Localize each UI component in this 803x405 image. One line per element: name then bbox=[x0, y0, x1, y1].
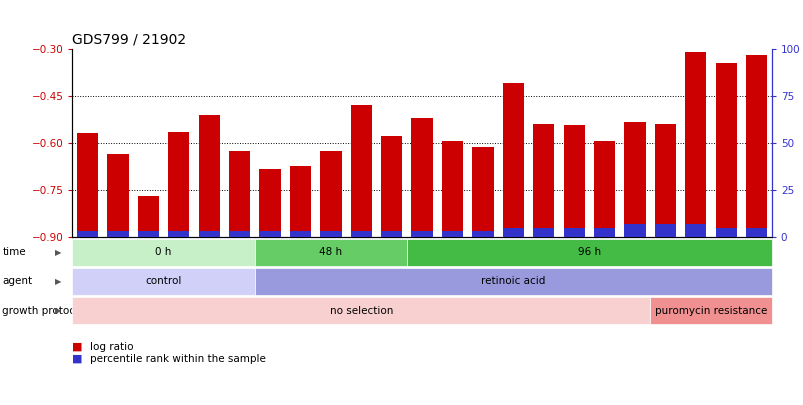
Bar bbox=[108, 154, 128, 237]
Bar bbox=[198, 231, 219, 237]
Bar bbox=[654, 224, 675, 237]
Bar bbox=[442, 141, 463, 237]
Bar bbox=[350, 231, 372, 237]
Bar bbox=[168, 132, 190, 237]
Bar bbox=[563, 228, 584, 237]
Text: ▶: ▶ bbox=[55, 248, 61, 257]
Bar bbox=[320, 231, 341, 237]
Bar bbox=[77, 133, 98, 237]
Text: agent: agent bbox=[2, 277, 32, 286]
Text: ▶: ▶ bbox=[55, 277, 61, 286]
Bar bbox=[77, 231, 98, 237]
Bar bbox=[471, 231, 493, 237]
Text: ■: ■ bbox=[72, 342, 83, 352]
Text: 48 h: 48 h bbox=[319, 247, 342, 257]
Bar bbox=[411, 118, 432, 237]
Bar bbox=[502, 228, 524, 237]
Bar bbox=[563, 126, 584, 237]
Bar bbox=[684, 52, 706, 237]
Bar bbox=[137, 231, 159, 237]
Text: time: time bbox=[2, 247, 26, 257]
Bar bbox=[168, 231, 190, 237]
Bar bbox=[229, 151, 250, 237]
Bar bbox=[502, 83, 524, 237]
Bar bbox=[593, 141, 614, 237]
Text: ▶: ▶ bbox=[55, 306, 61, 315]
Bar bbox=[532, 124, 554, 237]
Bar bbox=[715, 63, 736, 237]
Bar bbox=[350, 105, 372, 237]
Bar bbox=[289, 166, 311, 237]
Bar bbox=[320, 151, 341, 237]
Text: log ratio: log ratio bbox=[90, 342, 133, 352]
Bar bbox=[381, 231, 402, 237]
Bar bbox=[381, 136, 402, 237]
Text: control: control bbox=[145, 277, 181, 286]
Text: puromycin resistance: puromycin resistance bbox=[654, 306, 766, 315]
Bar bbox=[684, 224, 706, 237]
Bar bbox=[108, 231, 128, 237]
Bar bbox=[442, 231, 463, 237]
Bar bbox=[259, 231, 280, 237]
Text: growth protocol: growth protocol bbox=[2, 306, 84, 315]
Text: percentile rank within the sample: percentile rank within the sample bbox=[90, 354, 266, 364]
Bar bbox=[259, 169, 280, 237]
Bar bbox=[289, 231, 311, 237]
Bar bbox=[229, 231, 250, 237]
Bar bbox=[411, 231, 432, 237]
Bar bbox=[654, 124, 675, 237]
Bar bbox=[624, 224, 645, 237]
Bar bbox=[745, 55, 766, 237]
Bar bbox=[745, 228, 766, 237]
Text: 0 h: 0 h bbox=[155, 247, 172, 257]
Bar bbox=[471, 147, 493, 237]
Bar bbox=[715, 228, 736, 237]
Text: 96 h: 96 h bbox=[577, 247, 600, 257]
Bar bbox=[593, 228, 614, 237]
Text: GDS799 / 21902: GDS799 / 21902 bbox=[72, 32, 186, 46]
Text: no selection: no selection bbox=[329, 306, 393, 315]
Bar bbox=[624, 122, 645, 237]
Text: ■: ■ bbox=[72, 354, 83, 364]
Bar bbox=[198, 115, 219, 237]
Bar bbox=[137, 196, 159, 237]
Bar bbox=[532, 228, 554, 237]
Text: retinoic acid: retinoic acid bbox=[480, 277, 545, 286]
